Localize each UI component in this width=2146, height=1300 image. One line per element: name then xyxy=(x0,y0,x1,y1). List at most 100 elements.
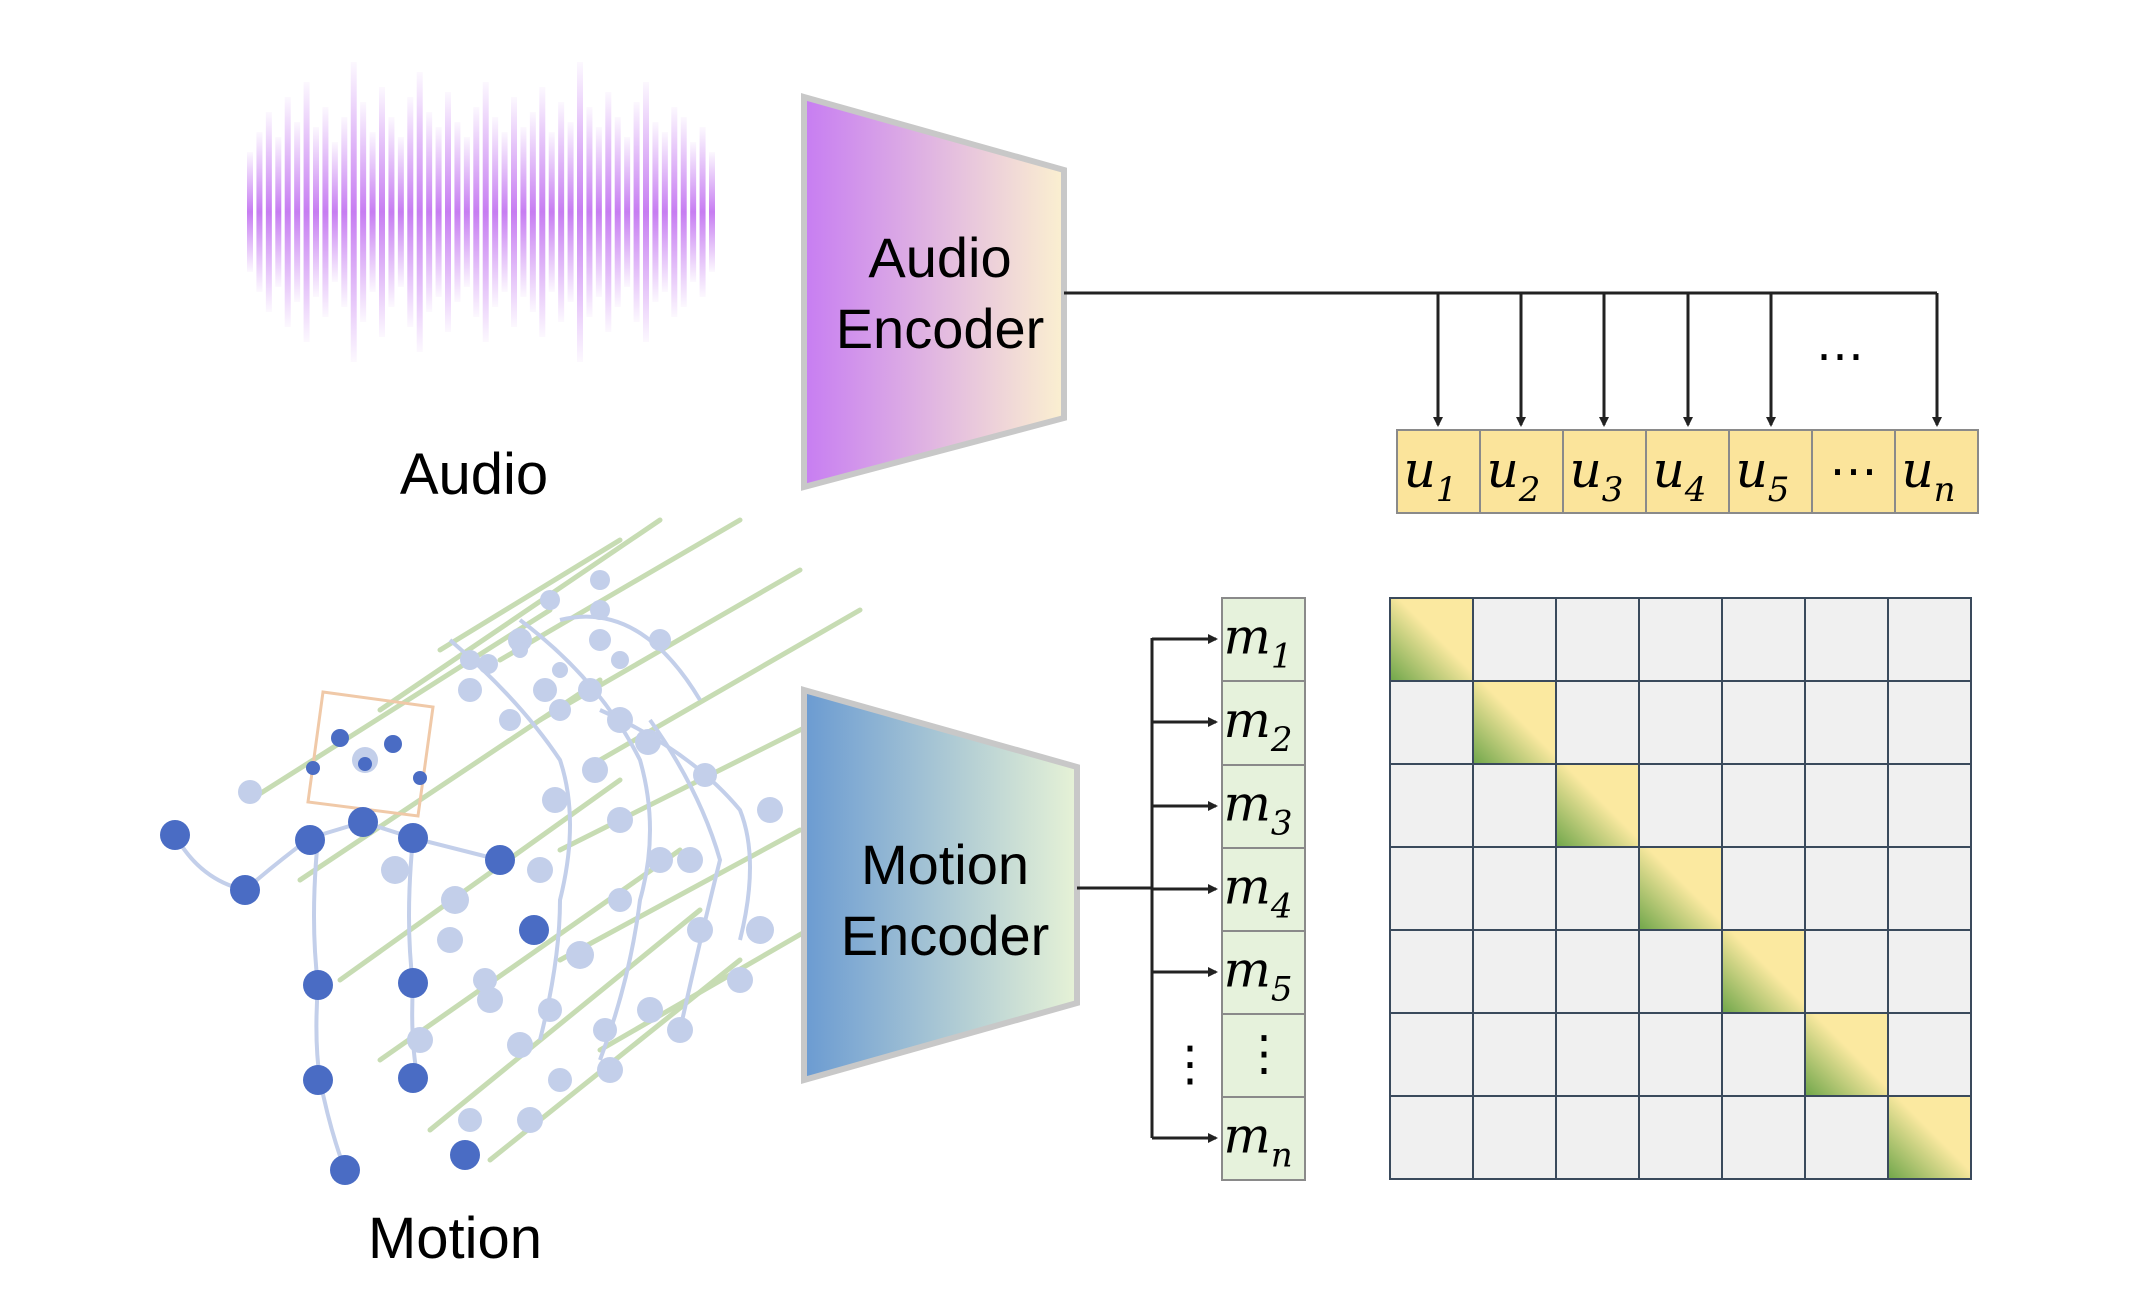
motion-token: m4 xyxy=(1221,847,1306,932)
skeleton-joint-light xyxy=(637,997,663,1023)
waveform-bar xyxy=(294,122,301,302)
waveform-bar xyxy=(539,87,546,337)
waveform-bar xyxy=(331,142,338,282)
skeleton-joint-light xyxy=(458,1108,482,1132)
audio-token-subscript: n xyxy=(1934,470,1956,510)
skeleton-joint-dark xyxy=(331,729,349,747)
matrix-cell xyxy=(1638,1012,1723,1097)
skeleton-lattice-line xyxy=(437,537,623,653)
motion-encoder: Motion Encoder xyxy=(801,686,1080,1084)
motion-token-subscript: 3 xyxy=(1271,804,1293,844)
skeleton-joint-light xyxy=(473,968,497,992)
motion-token-subscript: n xyxy=(1271,1136,1293,1176)
skeleton-joint-light xyxy=(441,886,469,914)
waveform-bar xyxy=(529,112,536,312)
matrix-cell xyxy=(1389,763,1474,848)
skeleton-joint-light xyxy=(693,763,717,787)
skeleton-joint-dark xyxy=(230,875,260,905)
waveform-bar xyxy=(416,72,423,352)
matrix-cell xyxy=(1638,1095,1723,1180)
skeleton-joint-light xyxy=(533,678,557,702)
motion-token-label: m2 xyxy=(1223,691,1292,760)
motion-encoder-label-line1: Motion xyxy=(861,833,1029,896)
matrix-cell xyxy=(1804,846,1889,931)
waveform-bar xyxy=(360,102,367,322)
skeleton-lattice-line xyxy=(557,827,803,963)
skeleton-joint-light xyxy=(687,917,713,943)
waveform-bar xyxy=(624,137,631,287)
audio-token: u1 xyxy=(1396,429,1481,514)
waveform-bar xyxy=(482,82,489,342)
audio-token-label: u4 xyxy=(1653,441,1707,510)
matrix-cell xyxy=(1721,597,1806,682)
waveform-bar xyxy=(614,117,621,307)
skeleton-joint-light xyxy=(727,967,753,993)
matrix-cell xyxy=(1721,1012,1806,1097)
skeleton-joint-dark xyxy=(485,845,515,875)
matrix-cell xyxy=(1555,1012,1640,1097)
motion-token-subscript: 1 xyxy=(1271,637,1293,677)
skeleton-joint-dark xyxy=(450,1140,480,1170)
skeleton-joint-light xyxy=(589,629,611,651)
matrix-cell xyxy=(1804,763,1889,848)
skeleton-joint-light xyxy=(458,678,482,702)
matrix-cell-diagonal xyxy=(1555,763,1640,848)
waveform-bar xyxy=(680,117,687,307)
matrix-cell xyxy=(1721,763,1806,848)
motion-token: ⋮ xyxy=(1221,1013,1306,1098)
skeleton-joint-light xyxy=(477,987,503,1013)
matrix-cell-diagonal xyxy=(1887,1095,1972,1180)
matrix-cell xyxy=(1638,680,1723,765)
motion-label: Motion xyxy=(368,1206,542,1271)
skeleton-joint-light xyxy=(757,797,783,823)
skeleton-joint-light xyxy=(582,757,608,783)
matrix-cell xyxy=(1555,929,1640,1014)
skeleton-joint-light xyxy=(635,729,661,755)
waveform-bar xyxy=(454,122,461,302)
skeleton-lattice-line xyxy=(427,907,703,1133)
similarity-matrix xyxy=(1389,597,1972,1180)
skeleton-joint-light xyxy=(611,651,629,669)
skeleton-joint-light xyxy=(667,1017,693,1043)
skeleton-joint-light xyxy=(512,642,528,658)
skeleton-limb-curve xyxy=(559,614,702,702)
waveform-bar xyxy=(501,132,508,292)
waveform-bar xyxy=(463,137,470,287)
matrix-cell xyxy=(1721,680,1806,765)
audio-token: un xyxy=(1894,429,1979,514)
waveform-bar xyxy=(445,92,451,332)
waveform-bar xyxy=(350,62,357,362)
audio-token-label: ⋯ xyxy=(1830,445,1878,498)
skeleton-joint-light xyxy=(478,654,498,674)
matrix-cell xyxy=(1887,846,1972,931)
skeleton-limb-curve xyxy=(648,718,723,1031)
skeleton-joint-light xyxy=(647,847,673,873)
skeleton-joint-dark xyxy=(295,825,325,855)
audio-token: u4 xyxy=(1645,429,1730,514)
matrix-cell xyxy=(1389,1095,1474,1180)
audio-token-label: u2 xyxy=(1487,441,1541,510)
waveform-bar xyxy=(671,107,678,317)
matrix-cell xyxy=(1804,929,1889,1014)
matrix-cell-diagonal xyxy=(1389,597,1474,682)
matrix-cell xyxy=(1472,763,1557,848)
audio-token-subscript: 2 xyxy=(1518,470,1541,510)
matrix-cell xyxy=(1555,680,1640,765)
audio-connectors xyxy=(1064,291,1942,427)
skeleton-lattice-line xyxy=(377,847,683,1063)
skeleton-joint-light xyxy=(542,787,568,813)
waveform-bar xyxy=(520,127,527,297)
waveform-bar xyxy=(256,132,263,292)
motion-connectors xyxy=(1077,634,1218,1143)
audio-encoder-label-line1: Audio xyxy=(868,226,1011,289)
matrix-cell xyxy=(1555,1095,1640,1180)
motion-token: m5 xyxy=(1221,930,1306,1015)
skeleton-joint-light xyxy=(746,916,774,944)
waveform-bar xyxy=(643,82,649,342)
waveform-bar xyxy=(341,117,348,307)
matrix-cell xyxy=(1389,929,1474,1014)
waveform-bar xyxy=(699,127,706,297)
waveform-bar xyxy=(397,137,404,287)
skeleton-joint-light xyxy=(590,570,610,590)
